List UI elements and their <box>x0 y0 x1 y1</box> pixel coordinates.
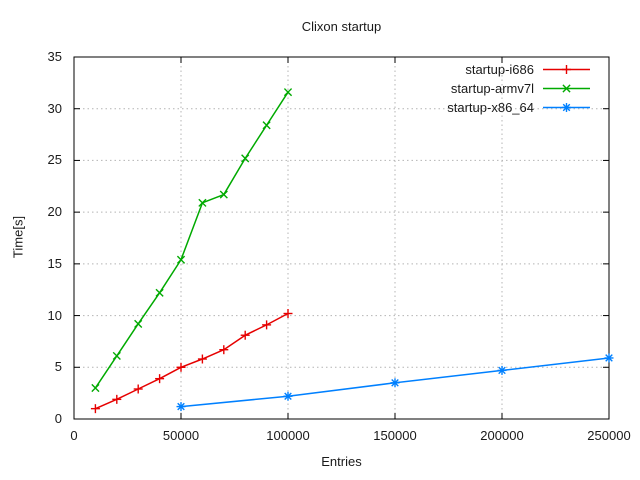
cross-marker-icon <box>134 319 143 328</box>
legend-label: startup-i686 <box>465 62 534 77</box>
y-tick-label: 25 <box>47 152 62 168</box>
series-line <box>94 91 289 389</box>
plus-marker-icon <box>176 362 186 372</box>
plus-marker-icon <box>155 374 165 384</box>
gridlines <box>74 57 609 419</box>
cross-marker-icon <box>91 383 100 393</box>
cross-marker-icon <box>562 84 571 93</box>
y-tick-label: 10 <box>47 307 62 323</box>
x-tick-label: 100000 <box>266 428 310 443</box>
cross-marker-icon <box>198 198 207 207</box>
legend-item-startup-armv7l: startup-armv7l <box>447 79 590 98</box>
y-tick-label: 5 <box>54 359 62 375</box>
x-tick-label: 250000 <box>587 428 631 443</box>
x-tick-label: 50000 <box>162 428 200 443</box>
cross-marker-icon <box>112 351 121 361</box>
x-tick-label: 150000 <box>373 428 417 443</box>
asterisk-marker-icon <box>176 402 186 412</box>
series-line <box>95 312 289 410</box>
cross-marker-icon <box>283 88 293 97</box>
asterisk-marker-icon <box>390 378 400 388</box>
series-startup-i686 <box>90 309 293 414</box>
legend: startup-i686 startup-armv7l startup-x86_… <box>447 60 590 117</box>
cross-marker-icon <box>241 154 250 163</box>
asterisk-marker-icon <box>562 103 571 112</box>
legend-label: startup-x86_64 <box>447 100 534 115</box>
x-tick-label: 200000 <box>480 428 524 443</box>
legend-item-startup-x86_64: startup-x86_64 <box>447 98 590 117</box>
plus-marker-icon <box>562 65 571 74</box>
plus-marker-icon <box>262 320 272 330</box>
plus-marker-icon <box>283 309 293 319</box>
cross-marker-icon <box>176 255 186 264</box>
cross-marker-icon <box>262 121 271 130</box>
tick-marks <box>73 56 610 420</box>
legend-sample-line-icon <box>543 65 590 74</box>
legend-label: startup-armv7l <box>450 81 534 96</box>
plus-marker-icon <box>197 354 207 364</box>
chart-title: Clixon startup <box>301 19 382 34</box>
legend-sample-line-icon <box>543 84 590 93</box>
cross-marker-icon <box>155 288 164 297</box>
y-tick-label: 0 <box>54 411 62 426</box>
plus-marker-icon <box>240 330 250 340</box>
plus-marker-icon <box>112 394 122 404</box>
y-axis-label: Time[s] <box>10 215 26 259</box>
series-startup-armv7l <box>91 88 293 393</box>
y-tick-label: 15 <box>47 255 62 271</box>
legend-sample-line-icon <box>543 103 590 112</box>
plus-marker-icon <box>90 404 100 414</box>
y-tick-label: 30 <box>47 100 62 116</box>
y-tick-label: 35 <box>47 49 62 64</box>
y-tick-label: 20 <box>47 204 62 220</box>
asterisk-marker-icon <box>497 365 507 375</box>
plus-marker-icon <box>219 345 229 355</box>
plus-marker-icon <box>133 384 143 394</box>
legend-item-startup-i686: startup-i686 <box>447 60 590 79</box>
x-tick-label: 0 <box>70 428 78 443</box>
asterisk-marker-icon <box>604 353 614 363</box>
asterisk-marker-icon <box>283 391 293 401</box>
x-axis-label: Entries <box>321 454 362 469</box>
series-startup-x86_64 <box>176 353 614 412</box>
plot-border <box>73 56 610 420</box>
cross-marker-icon <box>219 190 228 199</box>
